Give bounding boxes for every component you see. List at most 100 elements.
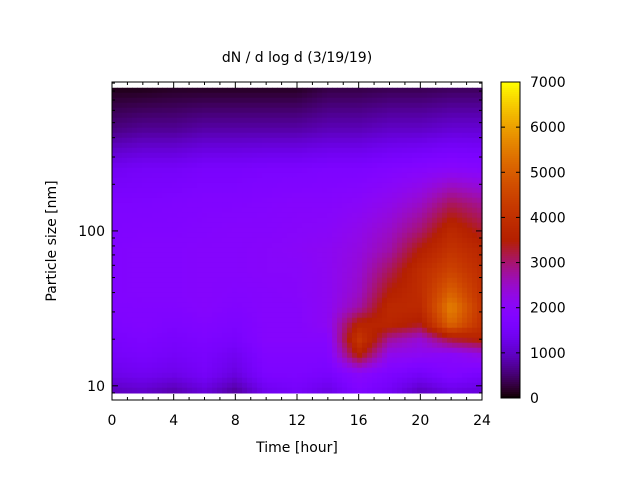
heatmap-cell: [312, 377, 318, 384]
heatmap-cell: [447, 307, 453, 314]
heatmap-cell: [167, 157, 173, 164]
heatmap-cell: [462, 227, 468, 234]
heatmap-cell: [192, 212, 198, 219]
heatmap-cell: [382, 92, 388, 99]
heatmap-cell: [397, 262, 403, 269]
heatmap-cell: [242, 137, 248, 144]
colorbar-swatch: [501, 334, 520, 337]
heatmap-cell: [177, 347, 183, 354]
heatmap-cell: [382, 152, 388, 159]
heatmap-cell: [422, 242, 428, 249]
y-axis-label: Particle size [nm]: [44, 180, 60, 301]
heatmap-cell: [277, 162, 283, 169]
heatmap-cell: [367, 357, 373, 364]
heatmap-cell: [452, 352, 458, 359]
heatmap-cell: [397, 197, 403, 204]
heatmap-cell: [282, 382, 288, 389]
heatmap-cell: [267, 322, 273, 329]
heatmap-cell: [132, 392, 138, 394]
heatmap-cell: [292, 97, 298, 104]
colorbar-swatch: [501, 98, 520, 101]
heatmap-cell: [407, 377, 413, 384]
heatmap-cell: [417, 332, 423, 339]
heatmap-cell: [362, 142, 368, 149]
heatmap-cell: [287, 277, 293, 284]
heatmap-cell: [392, 217, 398, 224]
heatmap-cell: [322, 342, 328, 349]
heatmap-cell: [287, 342, 293, 349]
heatmap-cell: [162, 172, 168, 179]
heatmap-cell: [407, 367, 413, 374]
heatmap-cell: [472, 307, 478, 314]
heatmap-cell: [447, 277, 453, 284]
heatmap-cell: [267, 102, 273, 109]
heatmap-cell: [317, 272, 323, 279]
heatmap-cell: [147, 162, 153, 169]
heatmap-cell: [267, 227, 273, 234]
heatmap-cell: [117, 242, 123, 249]
heatmap-cell: [387, 347, 393, 354]
heatmap-cell: [392, 272, 398, 279]
heatmap-cell: [142, 387, 148, 394]
heatmap-cell: [192, 262, 198, 269]
heatmap-cell: [442, 392, 448, 394]
heatmap-cell: [382, 247, 388, 254]
heatmap-cell: [467, 312, 473, 319]
heatmap-cell: [142, 247, 148, 254]
heatmap-cell: [147, 367, 153, 374]
heatmap-cell: [122, 247, 128, 254]
heatmap-cell: [152, 352, 158, 359]
heatmap-cell: [467, 267, 473, 274]
heatmap-cell: [167, 387, 173, 394]
heatmap-cell: [122, 87, 128, 94]
heatmap-cell: [442, 347, 448, 354]
heatmap-cell: [312, 137, 318, 144]
heatmap-cell: [412, 287, 418, 294]
heatmap-cell: [187, 152, 193, 159]
heatmap-cell: [367, 167, 373, 174]
heatmap-cell: [122, 142, 128, 149]
heatmap-cell: [192, 337, 198, 344]
heatmap-cell: [277, 382, 283, 389]
heatmap-cell: [287, 217, 293, 224]
heatmap-cell: [197, 137, 203, 144]
heatmap-cell: [402, 222, 408, 229]
heatmap-cell: [362, 382, 368, 389]
heatmap-cell: [367, 302, 373, 309]
heatmap-cell: [357, 267, 363, 274]
heatmap-cell: [337, 197, 343, 204]
heatmap-cell: [137, 377, 143, 384]
heatmap-cell: [462, 312, 468, 319]
heatmap-cell: [217, 322, 223, 329]
heatmap-cell: [372, 287, 378, 294]
heatmap-cell: [422, 92, 428, 99]
heatmap-cell: [297, 332, 303, 339]
heatmap-cell: [187, 107, 193, 114]
heatmap-cell: [182, 322, 188, 329]
heatmap-cell: [247, 117, 253, 124]
heatmap-cell: [212, 272, 218, 279]
heatmap-cell: [287, 382, 293, 389]
heatmap-cell: [367, 317, 373, 324]
heatmap-cell: [407, 322, 413, 329]
heatmap-cell: [352, 217, 358, 224]
heatmap-cell: [307, 262, 313, 269]
heatmap-cell: [212, 312, 218, 319]
heatmap-cell: [377, 127, 383, 134]
colorbar-swatch: [501, 238, 520, 241]
heatmap-cell: [452, 137, 458, 144]
heatmap-cell: [167, 322, 173, 329]
heatmap-cell: [412, 187, 418, 194]
heatmap-cell: [462, 127, 468, 134]
colorbar-swatch: [501, 350, 520, 353]
heatmap-cell: [177, 137, 183, 144]
heatmap-cell: [467, 142, 473, 149]
heatmap-cell: [182, 262, 188, 269]
heatmap-cell: [152, 392, 158, 394]
heatmap-cell: [412, 242, 418, 249]
heatmap-cell: [272, 337, 278, 344]
heatmap-cell: [262, 137, 268, 144]
heatmap-cell: [162, 227, 168, 234]
heatmap-cell: [172, 317, 178, 324]
